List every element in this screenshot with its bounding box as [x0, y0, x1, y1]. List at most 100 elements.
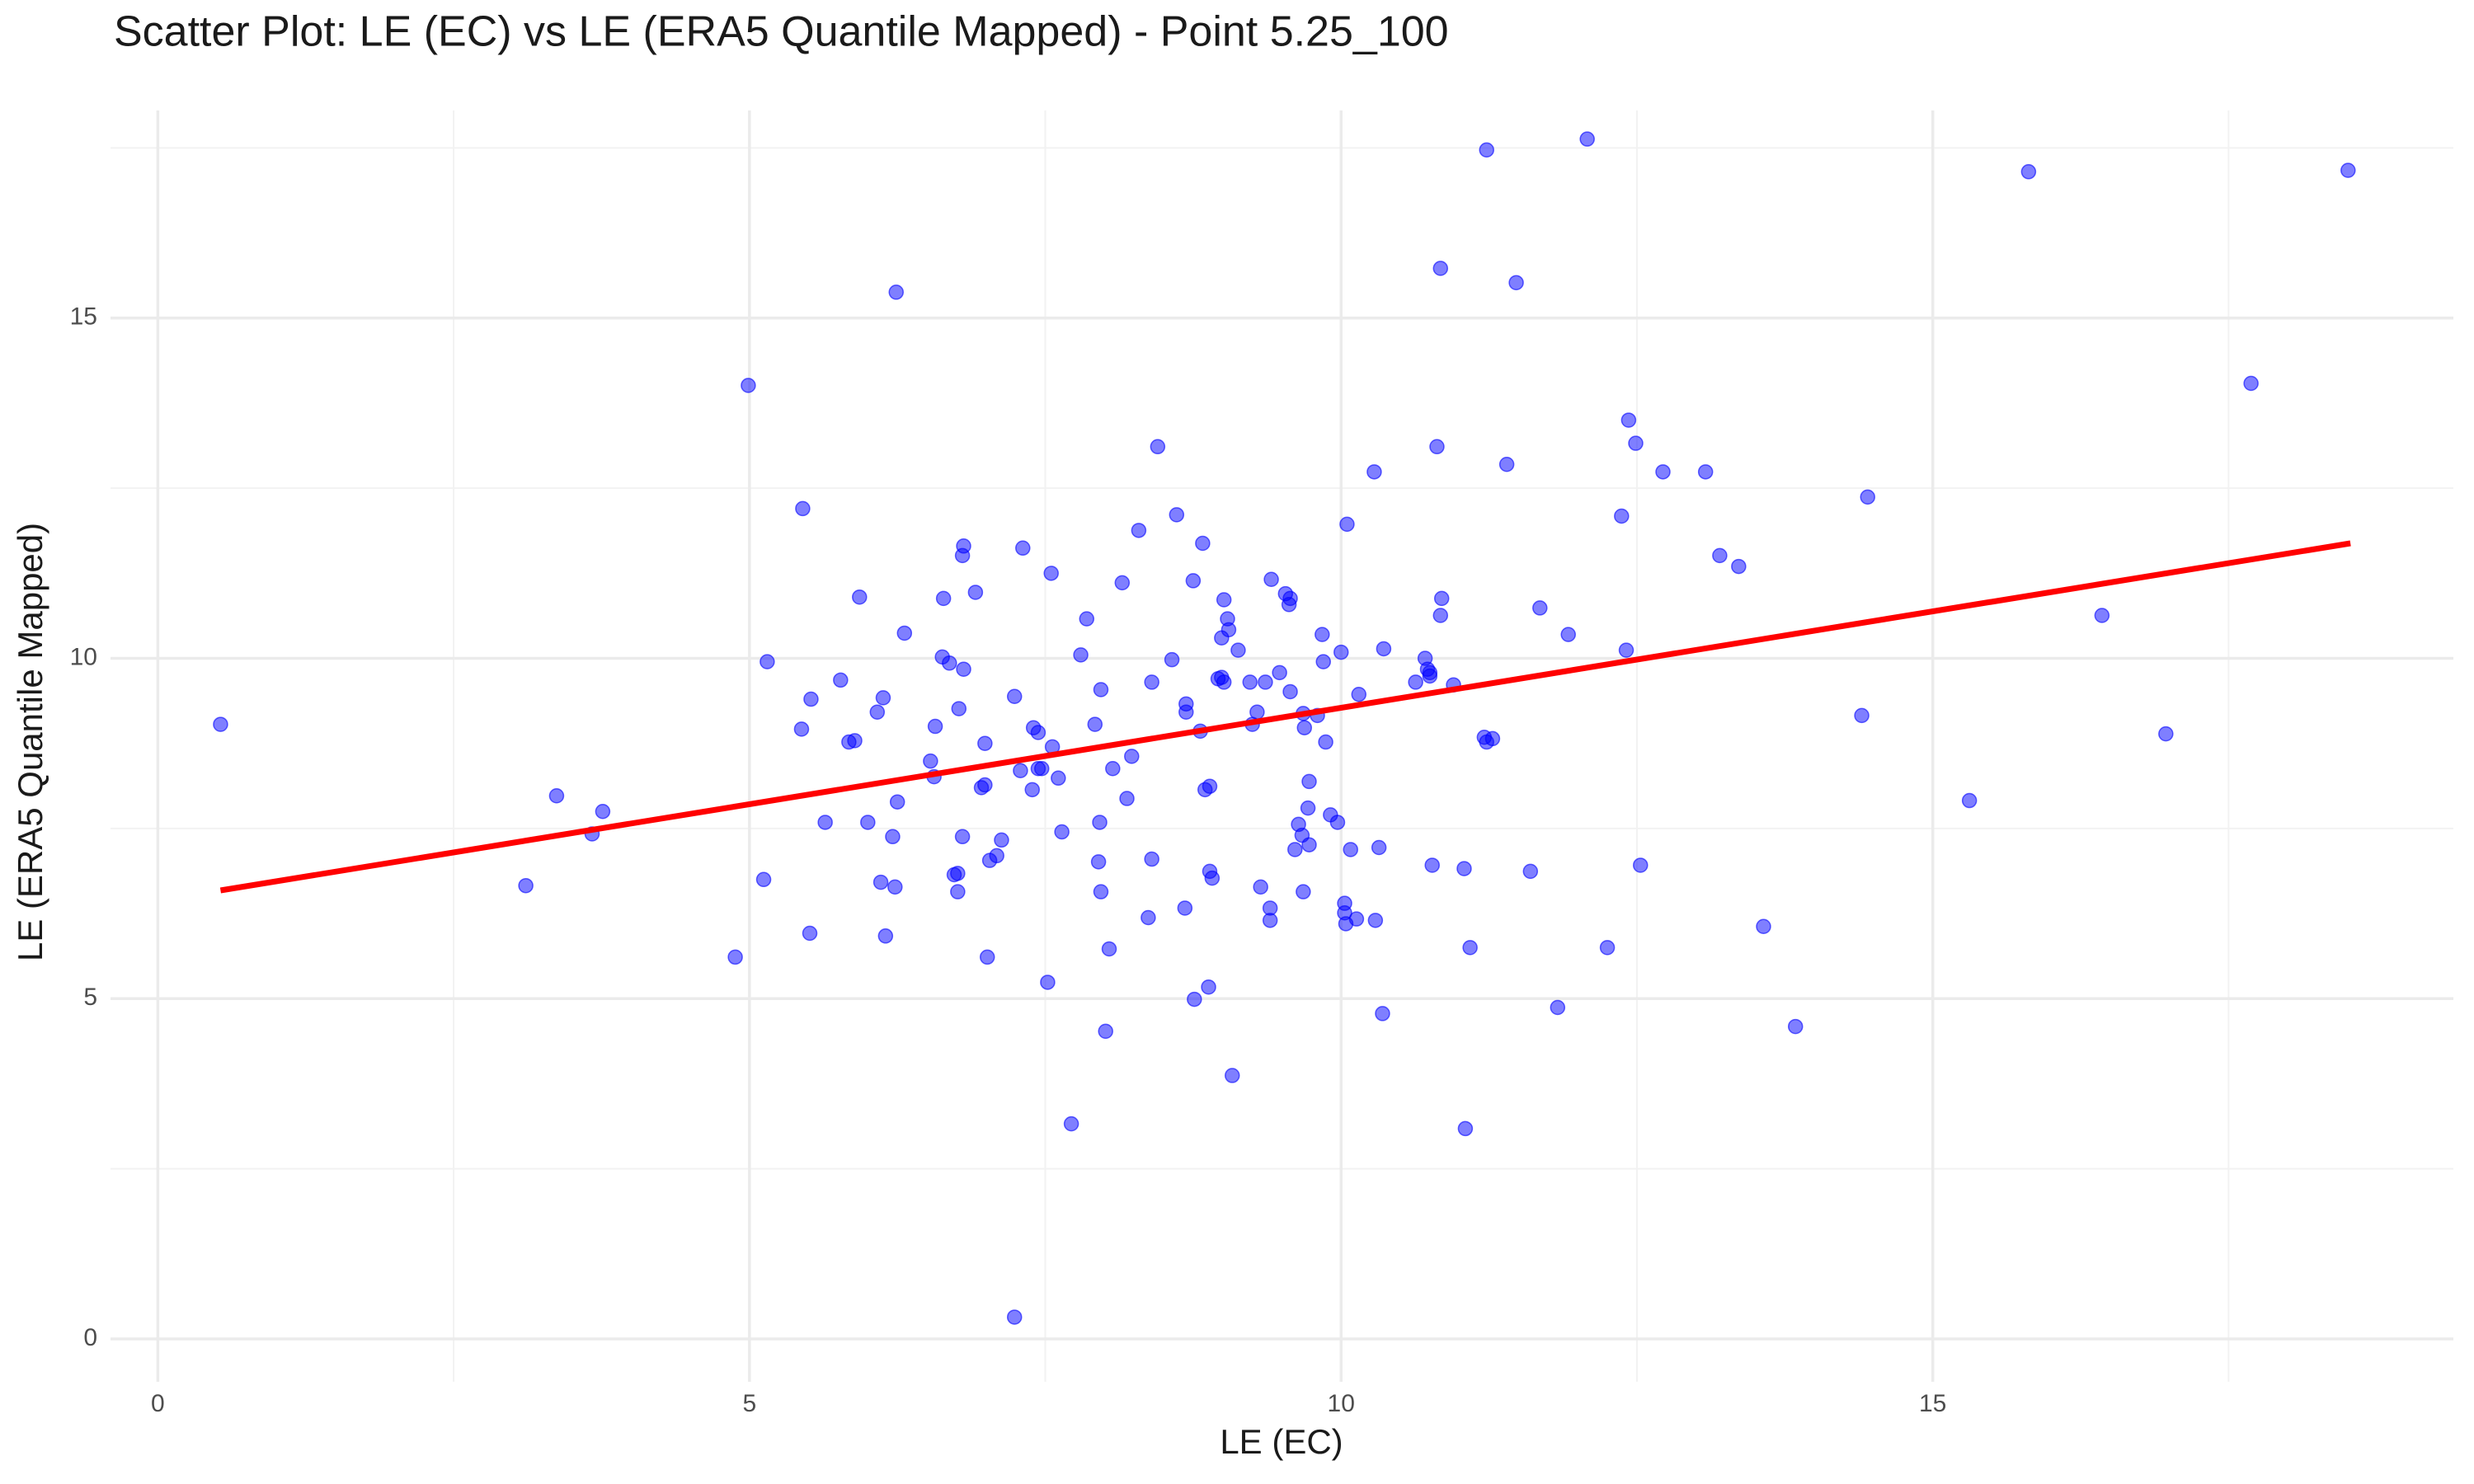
point [1063, 1115, 1079, 1132]
point [1339, 516, 1355, 533]
point [795, 500, 811, 517]
point [1457, 1120, 1474, 1137]
y-tick-label: 5 [83, 984, 97, 1011]
point [1006, 1309, 1023, 1325]
point [1092, 815, 1108, 830]
point [2340, 162, 2356, 178]
point [1860, 489, 1875, 505]
point [1105, 760, 1121, 777]
point [1599, 940, 1616, 956]
point [860, 815, 876, 830]
point [1343, 842, 1358, 857]
y-tick-label: 10 [70, 643, 97, 670]
point [1272, 665, 1287, 681]
point [1202, 778, 1218, 794]
point [994, 832, 1009, 848]
point [1093, 682, 1109, 697]
point [889, 794, 905, 810]
point [1033, 760, 1050, 777]
point [1242, 674, 1258, 690]
point [2020, 164, 2037, 180]
point [1301, 837, 1317, 852]
point [1756, 918, 1771, 935]
point [1177, 900, 1193, 916]
point [1282, 590, 1298, 607]
point [548, 788, 565, 804]
point [1195, 535, 1211, 552]
point [1633, 857, 1649, 873]
point [1484, 730, 1501, 747]
point [2243, 375, 2259, 392]
point [1366, 464, 1382, 480]
point [727, 949, 743, 965]
point [1522, 863, 1539, 880]
point [1051, 770, 1066, 787]
point [1079, 611, 1094, 627]
point [1854, 707, 1870, 724]
point [1628, 435, 1644, 451]
point [1201, 979, 1216, 995]
point [977, 735, 993, 751]
point [1375, 1006, 1390, 1021]
point [1262, 900, 1278, 916]
point [1015, 540, 1031, 556]
point [1030, 725, 1047, 740]
point [1315, 654, 1331, 669]
point [1101, 941, 1117, 957]
point [1054, 824, 1070, 840]
point [1185, 573, 1202, 589]
point [942, 655, 957, 671]
point [1253, 879, 1268, 895]
point [935, 590, 952, 607]
point [1073, 647, 1089, 663]
point [1131, 523, 1147, 538]
point [595, 803, 611, 819]
point [1249, 704, 1265, 720]
point [1300, 800, 1316, 816]
point [1006, 688, 1023, 704]
point [1040, 974, 1056, 990]
point [875, 690, 891, 706]
point [1655, 464, 1671, 480]
point [817, 815, 833, 830]
point [1296, 720, 1313, 735]
point [1258, 674, 1273, 690]
point [1433, 590, 1450, 607]
point [1550, 999, 1566, 1016]
point [888, 284, 904, 300]
point [833, 672, 849, 688]
point [1329, 815, 1346, 830]
point [1348, 911, 1365, 927]
point [1150, 439, 1166, 455]
fit-line [219, 540, 2351, 894]
point [1618, 642, 1634, 658]
point [1462, 940, 1478, 956]
point [1169, 507, 1185, 523]
point [1456, 861, 1472, 876]
point [1408, 674, 1423, 690]
point [1579, 131, 1595, 147]
point [1119, 791, 1135, 806]
point [1024, 782, 1040, 798]
point [1282, 683, 1298, 700]
point [1333, 644, 1349, 660]
point [1432, 608, 1449, 623]
point [2094, 608, 2110, 623]
point [877, 928, 894, 944]
point [1287, 842, 1303, 857]
point [1787, 1018, 1804, 1035]
point [896, 625, 913, 641]
point [1532, 600, 1548, 616]
point [967, 585, 984, 600]
point [802, 925, 818, 942]
point [1620, 412, 1637, 428]
point [1371, 839, 1387, 856]
point [1144, 851, 1159, 867]
point [1216, 592, 1232, 608]
point [1178, 696, 1194, 712]
point [1141, 909, 1156, 926]
point [1114, 575, 1131, 591]
point [954, 829, 971, 845]
point [1560, 627, 1576, 642]
